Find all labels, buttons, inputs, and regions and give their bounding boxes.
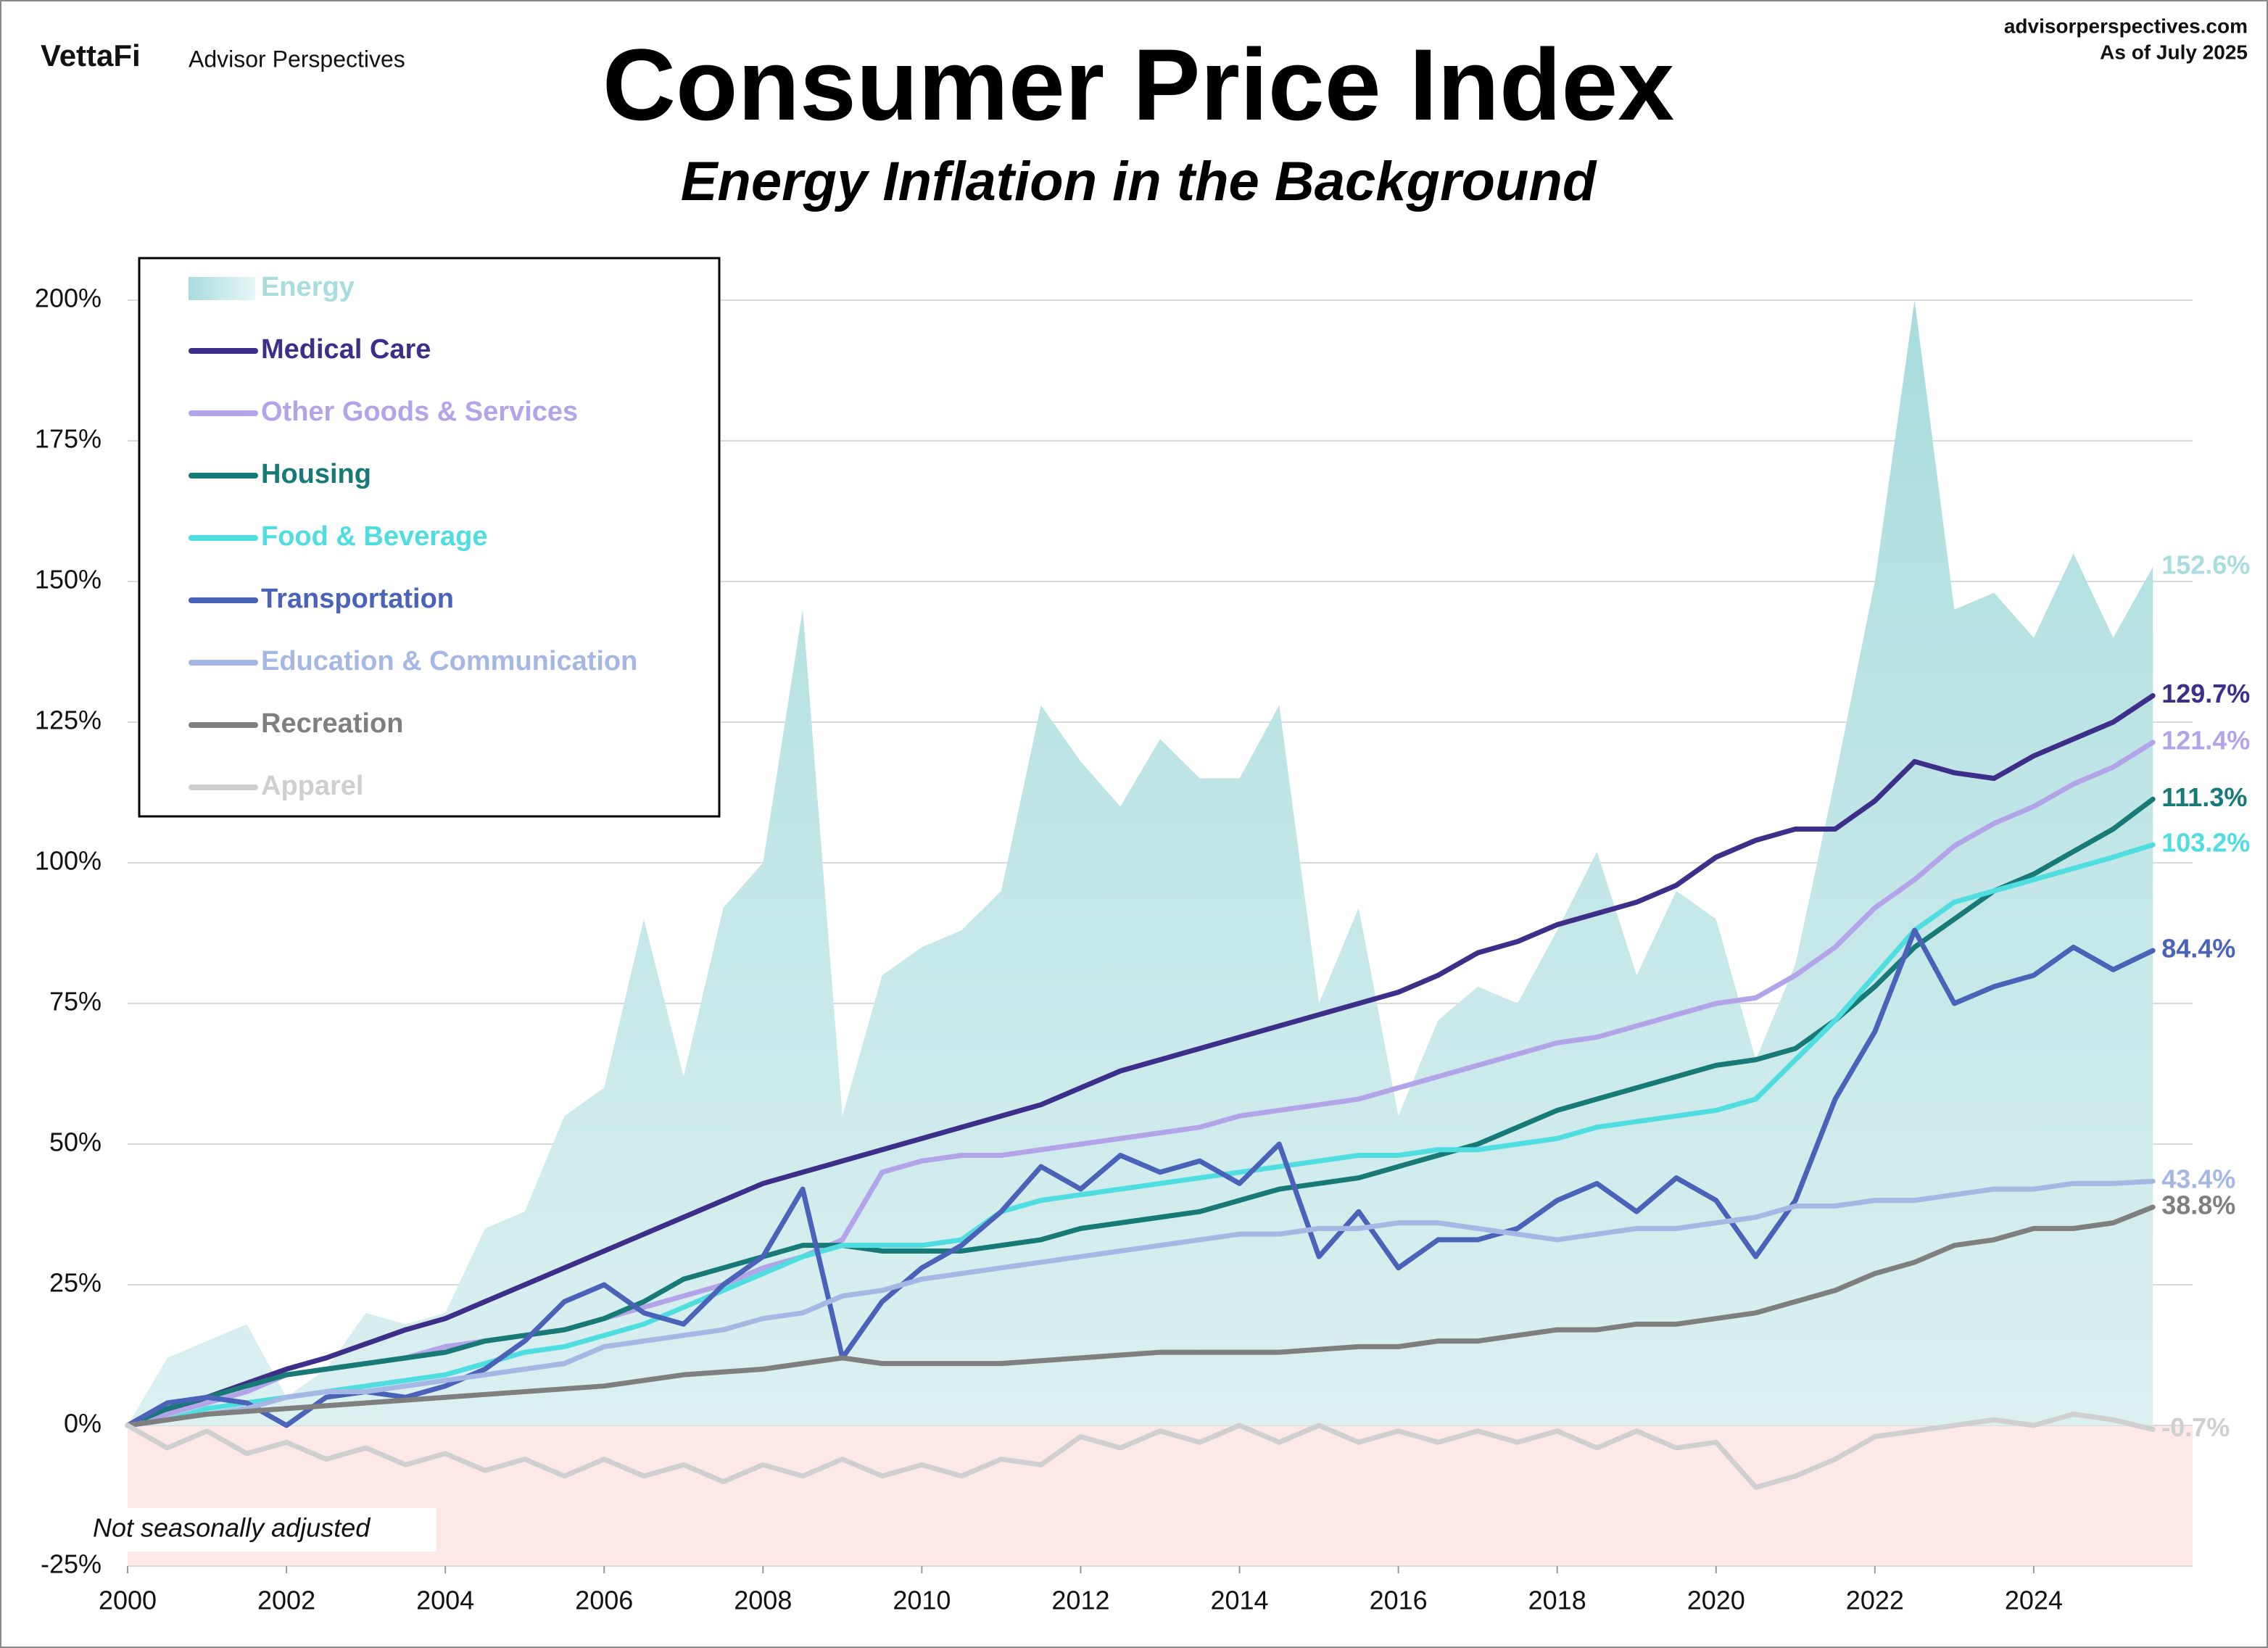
series-line — [125, 693, 2156, 1428]
brand-subtitle: Advisor Perspectives — [189, 46, 405, 72]
legend-swatch — [189, 277, 255, 300]
legend-label: Housing — [261, 459, 371, 489]
negative-zone — [128, 1425, 2193, 1566]
series-layer — [125, 300, 2156, 1490]
chart-title: Consumer Price Index — [603, 28, 1674, 141]
x-tick-label: 2016 — [1370, 1586, 1428, 1615]
series-line — [125, 740, 2156, 1428]
end-label: 84.4% — [2161, 934, 2235, 964]
source: advisorperspectives.com — [2004, 15, 2248, 37]
end-label: -0.7% — [2161, 1412, 2230, 1442]
x-tick-label: 2022 — [1846, 1586, 1904, 1615]
legend-label: Transportation — [261, 584, 454, 614]
brand: VettaFi — [41, 38, 141, 73]
y-tick-label: 150% — [35, 565, 102, 595]
x-tick-label: 2008 — [734, 1586, 792, 1615]
y-tick-label: 0% — [64, 1409, 102, 1438]
legend-label: Food & Beverage — [261, 521, 488, 552]
y-tick-label: 125% — [35, 705, 102, 735]
end-label: 103.2% — [2161, 828, 2250, 858]
end-label: 121.4% — [2161, 725, 2250, 755]
date-note: As of July 2025 — [2100, 41, 2248, 63]
legend: Energy Medical Care Other Goods & Services… — [138, 257, 721, 818]
plot-background — [128, 1425, 2193, 1566]
x-tick-label: 2012 — [1051, 1586, 1109, 1615]
legend-label: Education & Communication — [261, 646, 637, 676]
energy-area — [128, 300, 2153, 1425]
y-tick-label: 100% — [35, 846, 102, 876]
note: Not seasonally adjusted — [93, 1513, 371, 1543]
legend-label: Medical Care — [261, 334, 431, 365]
legend-label: Energy — [261, 272, 355, 302]
end-label: 111.3% — [2161, 782, 2247, 812]
x-tick-label: 2002 — [257, 1586, 315, 1615]
end-label: 152.6% — [2161, 550, 2250, 579]
legend-label: Apparel — [261, 771, 363, 801]
y-tick-label: 50% — [49, 1127, 102, 1157]
x-tick-label: 2014 — [1210, 1586, 1268, 1615]
x-tick-label: 2004 — [416, 1586, 474, 1615]
series-line — [125, 796, 2156, 1428]
legend-label: Other Goods & Services — [261, 397, 578, 427]
end-label: 129.7% — [2161, 679, 2250, 708]
end-label: 38.8% — [2161, 1190, 2235, 1220]
x-tick-label: 2020 — [1687, 1586, 1745, 1615]
y-tick-label: 75% — [49, 987, 102, 1016]
y-tick-label: 200% — [35, 283, 102, 313]
series-line — [125, 842, 2156, 1428]
chart-subtitle: Energy Inflation in the Background — [681, 151, 1597, 212]
x-tick-label: 2024 — [2005, 1586, 2063, 1615]
y-tick-label: 25% — [49, 1268, 102, 1298]
x-tick-label: 2018 — [1528, 1586, 1586, 1615]
end-label: 43.4% — [2161, 1164, 2235, 1194]
y-tick-label: 175% — [35, 424, 102, 454]
x-tick-label: 2010 — [893, 1586, 951, 1615]
y-tick-label: -25% — [41, 1549, 102, 1579]
series-line — [125, 1178, 2156, 1428]
note-box — [84, 1508, 436, 1552]
legend-label: Recreation — [261, 708, 403, 739]
x-tick-label: 2000 — [99, 1586, 157, 1615]
x-tick-label: 2006 — [575, 1586, 633, 1615]
series-line — [125, 1204, 2156, 1428]
series-line — [125, 1411, 2156, 1490]
